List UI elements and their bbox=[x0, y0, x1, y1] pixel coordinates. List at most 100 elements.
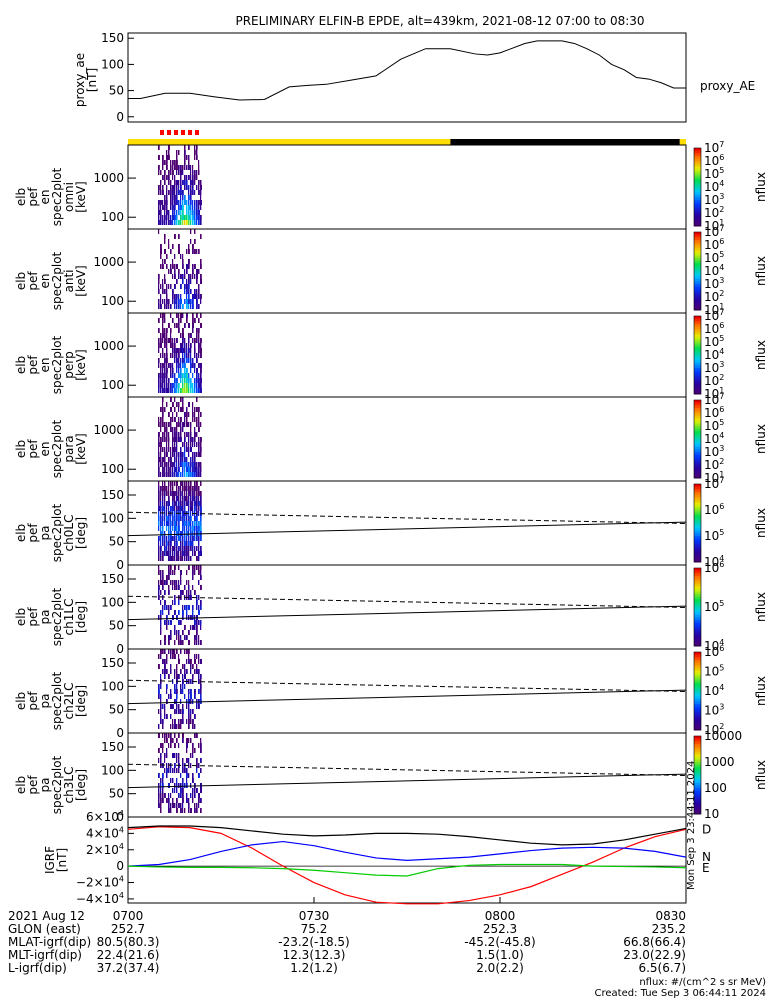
spec-cell bbox=[172, 654, 174, 659]
xaxis-row-value: 75.2 bbox=[301, 922, 328, 936]
spec-ytick-label: 150 bbox=[101, 572, 124, 586]
spec-cell bbox=[190, 763, 192, 768]
spec-cell bbox=[158, 526, 160, 531]
spec-cell bbox=[164, 501, 166, 506]
spec-cell bbox=[170, 328, 172, 333]
igrf-ytick-label: 6×104 bbox=[86, 809, 124, 824]
spec-cell bbox=[184, 674, 186, 679]
colorbar-cell bbox=[694, 559, 701, 563]
colorbar-cell bbox=[694, 258, 701, 262]
spec-cell bbox=[182, 170, 184, 175]
spec-cell bbox=[162, 733, 164, 738]
spec-cell bbox=[164, 234, 166, 239]
spec-cell bbox=[160, 363, 162, 368]
spec-cell bbox=[198, 373, 200, 378]
spec-cell bbox=[176, 378, 178, 383]
spec-cell bbox=[196, 170, 198, 175]
colorbar-cell bbox=[694, 588, 701, 592]
spec-cell bbox=[174, 254, 176, 259]
spec-cell bbox=[178, 318, 180, 323]
spec-cell bbox=[184, 150, 186, 155]
spec-cell bbox=[194, 338, 196, 343]
colorbar-cell bbox=[694, 638, 701, 642]
spec-cell bbox=[168, 239, 170, 244]
spec-cell bbox=[184, 155, 186, 160]
spec-cell bbox=[180, 358, 182, 363]
colorbar-cell bbox=[694, 255, 701, 259]
spec-cell bbox=[186, 432, 188, 437]
colorbar-cell bbox=[694, 491, 701, 495]
spec-cell bbox=[178, 551, 180, 556]
spec-cell bbox=[200, 338, 202, 343]
spec-cell bbox=[168, 378, 170, 383]
spec-cell bbox=[200, 373, 202, 378]
spec-cell bbox=[170, 170, 172, 175]
spec-cell bbox=[174, 373, 176, 378]
spec-cell bbox=[166, 714, 168, 719]
spec-cell bbox=[172, 417, 174, 422]
spec-cell bbox=[174, 175, 176, 180]
spec-cell bbox=[166, 220, 168, 225]
colorbar-cell bbox=[694, 596, 701, 600]
spec-ylabel-line: ch3LC bbox=[62, 767, 76, 804]
spec-cell bbox=[176, 546, 178, 551]
spec-cell bbox=[190, 694, 192, 699]
spec-cell bbox=[182, 333, 184, 338]
colorbar-tick-label: 104 bbox=[704, 638, 724, 653]
spec-frame bbox=[127, 396, 687, 482]
spec-cell bbox=[158, 481, 160, 486]
spec-ylabel-line: elb bbox=[14, 692, 28, 710]
spec-cell bbox=[184, 516, 186, 521]
spec-cell bbox=[182, 486, 184, 491]
spec-cell bbox=[174, 323, 176, 328]
spec-cell bbox=[194, 808, 196, 813]
loss-cone-line bbox=[127, 521, 687, 537]
spec-cell bbox=[162, 432, 164, 437]
spec-cell bbox=[198, 486, 200, 491]
spec-cell bbox=[166, 422, 168, 427]
spec-cell bbox=[182, 630, 184, 635]
spec-cell bbox=[158, 274, 160, 279]
spec-cell bbox=[176, 195, 178, 200]
spec-cell bbox=[188, 758, 190, 763]
spec-cell bbox=[194, 546, 196, 551]
spec-cell bbox=[170, 383, 172, 388]
spec-cell bbox=[190, 496, 192, 501]
spec-cell bbox=[192, 210, 194, 215]
spec-cell bbox=[194, 748, 196, 753]
spec-cell bbox=[164, 753, 166, 758]
spec-cell bbox=[178, 768, 180, 773]
spec-cell bbox=[194, 363, 196, 368]
spec-ytick-label: 150 bbox=[101, 656, 124, 670]
spec-cell bbox=[194, 378, 196, 383]
spectrogram-panels: 1001000elbpefenspec2plotomni[keV]1011021… bbox=[14, 140, 768, 824]
spec-cell bbox=[192, 778, 194, 783]
spec-cell bbox=[166, 620, 168, 625]
spec-cell bbox=[162, 353, 164, 358]
spec-cell bbox=[194, 294, 196, 299]
colorbar-cell bbox=[694, 454, 701, 458]
xaxis-header-label: 2021 Aug 12 bbox=[8, 909, 85, 923]
spec-cell bbox=[164, 709, 166, 714]
spec-cell bbox=[184, 551, 186, 556]
spec-cell bbox=[200, 259, 202, 264]
spec-cell bbox=[158, 447, 160, 452]
spec-cell bbox=[192, 605, 194, 610]
spec-cell bbox=[162, 585, 164, 590]
spec-cell bbox=[200, 264, 202, 269]
spec-cell bbox=[180, 699, 182, 704]
spec-cell bbox=[172, 190, 174, 195]
spec-cell bbox=[176, 664, 178, 669]
spec-cell bbox=[188, 348, 190, 353]
colorbar-cell bbox=[694, 551, 701, 555]
spec-cell bbox=[188, 304, 190, 309]
spec-cell bbox=[200, 546, 202, 551]
spec-cell bbox=[200, 215, 202, 220]
spec-cell bbox=[186, 210, 188, 215]
spec-cell bbox=[182, 506, 184, 511]
spec-cell bbox=[180, 165, 182, 170]
spec-cell bbox=[162, 496, 164, 501]
spec-cell bbox=[186, 205, 188, 210]
spec-cell bbox=[190, 669, 192, 674]
spec-cell bbox=[176, 467, 178, 472]
